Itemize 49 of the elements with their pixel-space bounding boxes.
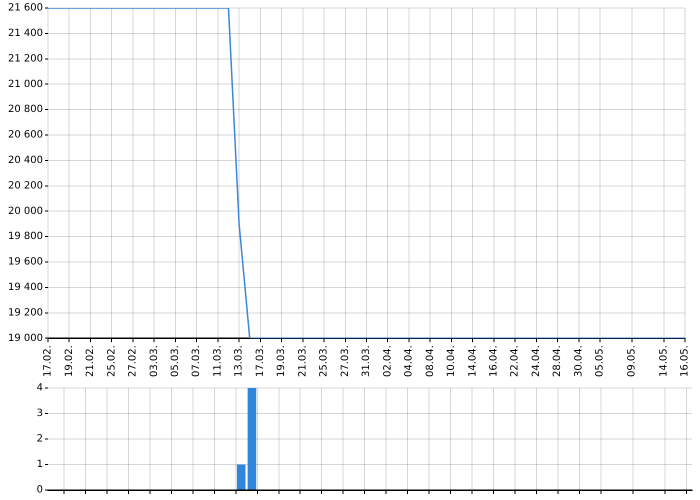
y-tick-label: 20 600 xyxy=(8,130,43,141)
y-tick-label: 21 200 xyxy=(8,53,43,64)
x-tick-label: 03.03. xyxy=(148,345,160,378)
x-tick-label: 27.03. xyxy=(340,345,351,378)
x-tick-label: 05.03. xyxy=(170,345,181,378)
x-tick-label: 14.04. xyxy=(467,345,478,378)
x-tick-label: 11.03. xyxy=(212,345,224,378)
y-tick-label: 21 400 xyxy=(8,28,43,39)
x-tick-label: 07.03. xyxy=(191,345,202,378)
x-tick-label: 22.04. xyxy=(510,345,521,378)
y-tick-label: 19 800 xyxy=(8,231,43,242)
y-tick-label: 21 000 xyxy=(8,78,43,90)
x-tick-label: 25.02. xyxy=(106,345,118,378)
x-tick-label: 08.04. xyxy=(424,345,436,378)
y-tick-label: 2 xyxy=(36,434,43,445)
x-tick-label: 16.05. xyxy=(680,345,691,378)
x-tick-label: 02.04. xyxy=(382,345,394,378)
y-tick-label: 21 600 xyxy=(8,2,43,14)
x-tick-label: 09.05. xyxy=(626,345,638,378)
x-tick-label: 10.04. xyxy=(446,345,458,378)
x-tick-label: 21.03. xyxy=(297,345,308,378)
y-tick-label: 4 xyxy=(36,382,43,394)
x-tick-label: 28.04. xyxy=(552,345,564,378)
y-tick-label: 19 400 xyxy=(8,282,43,293)
y-tick-label: 1 xyxy=(36,459,43,470)
x-tick-label: 21.02. xyxy=(85,345,96,378)
x-tick-label: 30.04. xyxy=(573,345,584,378)
y-tick-label: 20 000 xyxy=(8,206,43,217)
y-tick-label: 20 200 xyxy=(8,180,43,192)
y-tick-label: 20 800 xyxy=(8,104,43,116)
x-tick-label: 14.05. xyxy=(658,345,670,378)
x-tick-label: 19.03. xyxy=(276,345,288,378)
x-tick-label: 04.04. xyxy=(404,345,415,378)
y-tick-label: 20 400 xyxy=(8,154,43,166)
x-tick-label: 19.02. xyxy=(64,345,75,378)
x-tick-label: 17.02. xyxy=(42,345,54,378)
y-tick-label: 0 xyxy=(36,484,43,496)
y-tick-label: 3 xyxy=(36,408,43,420)
x-tick-label: 17.03. xyxy=(254,345,266,378)
y-tick-label: 19 000 xyxy=(8,332,43,344)
y-tick-label: 19 600 xyxy=(8,256,43,268)
x-tick-label: 05.05. xyxy=(594,345,606,378)
x-tick-label: 13.03. xyxy=(234,345,245,378)
x-tick-label: 16.04. xyxy=(488,345,500,378)
x-tick-label: 24.04. xyxy=(530,345,542,378)
x-tick-label: 25.03. xyxy=(318,345,330,378)
y-tick-label: 19 200 xyxy=(8,307,43,318)
x-tick-label: 27.02. xyxy=(128,345,139,378)
x-tick-label: 31.03. xyxy=(361,345,372,378)
